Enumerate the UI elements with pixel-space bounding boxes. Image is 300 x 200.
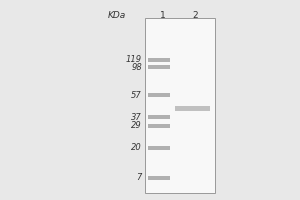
Bar (148, 58, 170, 62)
Bar (175, 106, 210, 110)
Text: 1: 1 (160, 11, 166, 20)
Bar (145, 18, 215, 193)
Bar (148, 124, 170, 128)
Text: 37: 37 (131, 112, 142, 121)
Bar (148, 65, 170, 69)
Text: 57: 57 (131, 90, 142, 99)
Bar (148, 176, 170, 180)
Text: 29: 29 (131, 121, 142, 130)
Text: 98: 98 (131, 62, 142, 72)
Text: 2: 2 (192, 11, 198, 20)
Text: 7: 7 (136, 173, 142, 182)
Bar (148, 115, 170, 119)
Text: 119: 119 (126, 55, 142, 64)
Text: KDa: KDa (108, 11, 126, 20)
Bar (148, 93, 170, 97)
Text: 20: 20 (131, 144, 142, 152)
Bar (148, 146, 170, 150)
